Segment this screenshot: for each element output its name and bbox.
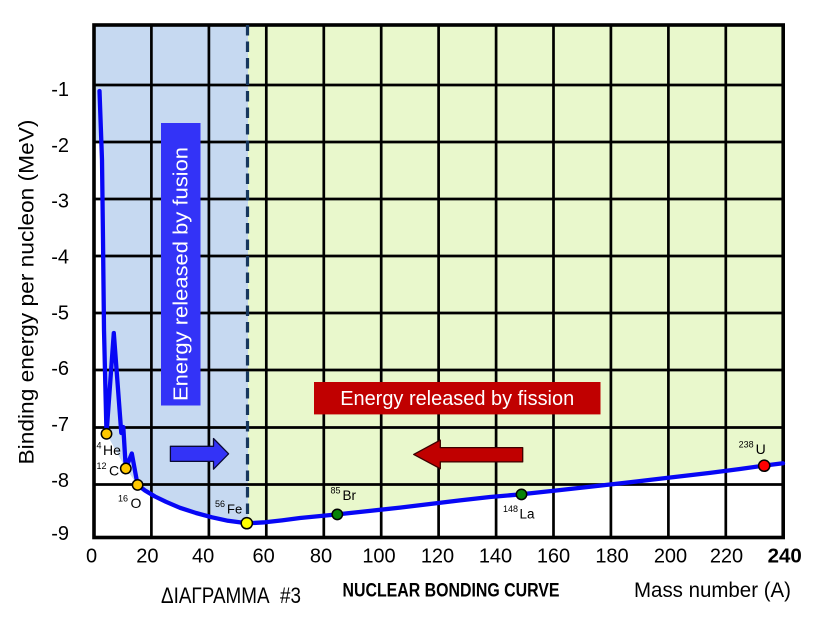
svg-text:100: 100 <box>362 546 395 568</box>
svg-text:-3: -3 <box>51 191 69 213</box>
svg-text:-5: -5 <box>51 302 69 324</box>
svg-text:140: 140 <box>479 546 512 568</box>
svg-text:200: 200 <box>654 546 687 568</box>
svg-text:Mass number (A): Mass number (A) <box>634 579 791 602</box>
svg-text:160: 160 <box>537 546 570 568</box>
svg-text:-1: -1 <box>51 79 69 101</box>
svg-text:120: 120 <box>421 546 454 568</box>
svg-text:ΔΙΑΓΡΑΜΜΑ #3: ΔΙΑΓΡΑΜΜΑ #3 <box>161 583 301 608</box>
svg-text:180: 180 <box>595 546 628 568</box>
svg-text:-7: -7 <box>51 414 69 436</box>
svg-text:4He: 4 He <box>97 441 122 459</box>
svg-text:-4: -4 <box>51 247 69 269</box>
svg-text:60: 60 <box>252 546 274 568</box>
svg-text:16O: 16 O <box>118 494 142 512</box>
svg-text:20: 20 <box>136 546 158 568</box>
svg-text:0: 0 <box>86 546 97 568</box>
svg-text:Energy released by fission: Energy released by fission <box>340 388 574 410</box>
svg-text:-2: -2 <box>51 135 69 157</box>
svg-text:240: 240 <box>768 545 802 568</box>
svg-text:-6: -6 <box>51 358 69 380</box>
svg-text:12C: 12 C <box>97 461 120 479</box>
svg-text:-8: -8 <box>51 470 69 492</box>
svg-text:Binding energy per nucleon (Me: Binding energy per nucleon (MeV) <box>16 120 39 465</box>
svg-text:-9: -9 <box>51 523 69 545</box>
svg-text:40: 40 <box>192 546 214 568</box>
svg-text:NUCLEAR BONDING CURVE: NUCLEAR BONDING CURVE <box>343 581 560 602</box>
svg-text:Energy released by fusion: Energy released by fusion <box>171 147 193 401</box>
svg-text:220: 220 <box>710 546 743 568</box>
svg-text:80: 80 <box>310 546 332 568</box>
